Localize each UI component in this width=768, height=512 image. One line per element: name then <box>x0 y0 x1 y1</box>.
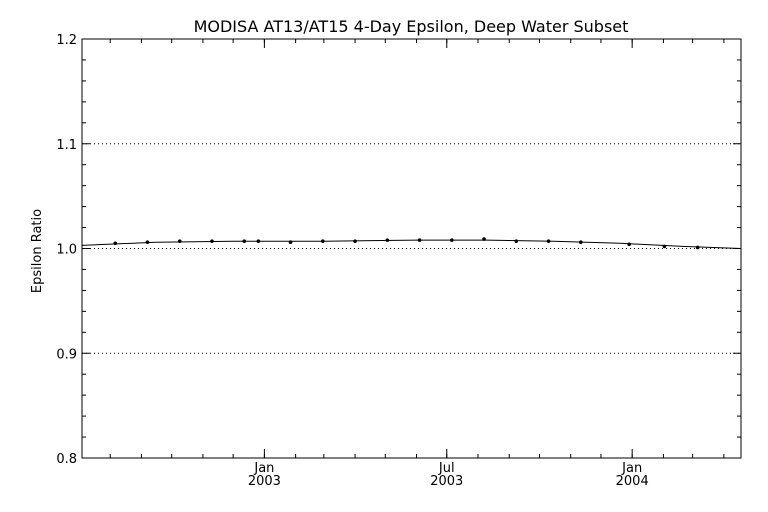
data-point-14 <box>546 239 551 243</box>
data-point-12 <box>482 237 486 241</box>
chart-title: MODISA AT13/AT15 4-Day Epsilon, Deep Wat… <box>194 17 629 36</box>
data-points <box>113 237 700 250</box>
data-point-0 <box>113 241 118 246</box>
grid-lines <box>82 143 741 354</box>
data-point-17 <box>662 244 667 249</box>
data-point-5 <box>256 239 261 243</box>
data-point-15 <box>578 240 583 245</box>
x-tick-month-0: Jan <box>253 461 274 476</box>
data-point-7 <box>321 239 325 243</box>
x-tick-year-2: 2004 <box>616 474 649 489</box>
plot-frame <box>81 38 742 459</box>
data-point-8 <box>353 239 357 243</box>
x-tick-month-1: Jul <box>438 461 455 476</box>
y-tick-label-3: 1.1 <box>56 138 77 153</box>
y-tick-label-4: 1.2 <box>56 33 77 48</box>
data-point-11 <box>450 238 454 242</box>
y-tick-label-2: 1.0 <box>56 243 77 258</box>
data-point-1 <box>145 240 150 245</box>
data-point-18 <box>695 245 700 250</box>
data-point-13 <box>514 239 519 243</box>
data-point-6 <box>288 240 293 245</box>
data-point-2 <box>177 239 182 243</box>
data-point-10 <box>417 238 422 242</box>
data-point-3 <box>210 239 214 243</box>
x-tick-year-1: 2003 <box>430 474 463 489</box>
y-tick-label-0: 0.8 <box>56 452 77 467</box>
y-axis-label: Epsilon Ratio <box>30 209 45 293</box>
x-tick-month-2: Jan <box>621 461 642 476</box>
data-point-16 <box>627 242 631 247</box>
y-axis-ticks: 0.8 0.9 1.0 1.1 1.2 <box>56 33 741 467</box>
data-point-9 <box>385 238 390 242</box>
x-tick-year-0: 2003 <box>248 474 281 489</box>
data-point-4 <box>242 239 247 243</box>
y-tick-label-1: 0.9 <box>56 347 77 362</box>
